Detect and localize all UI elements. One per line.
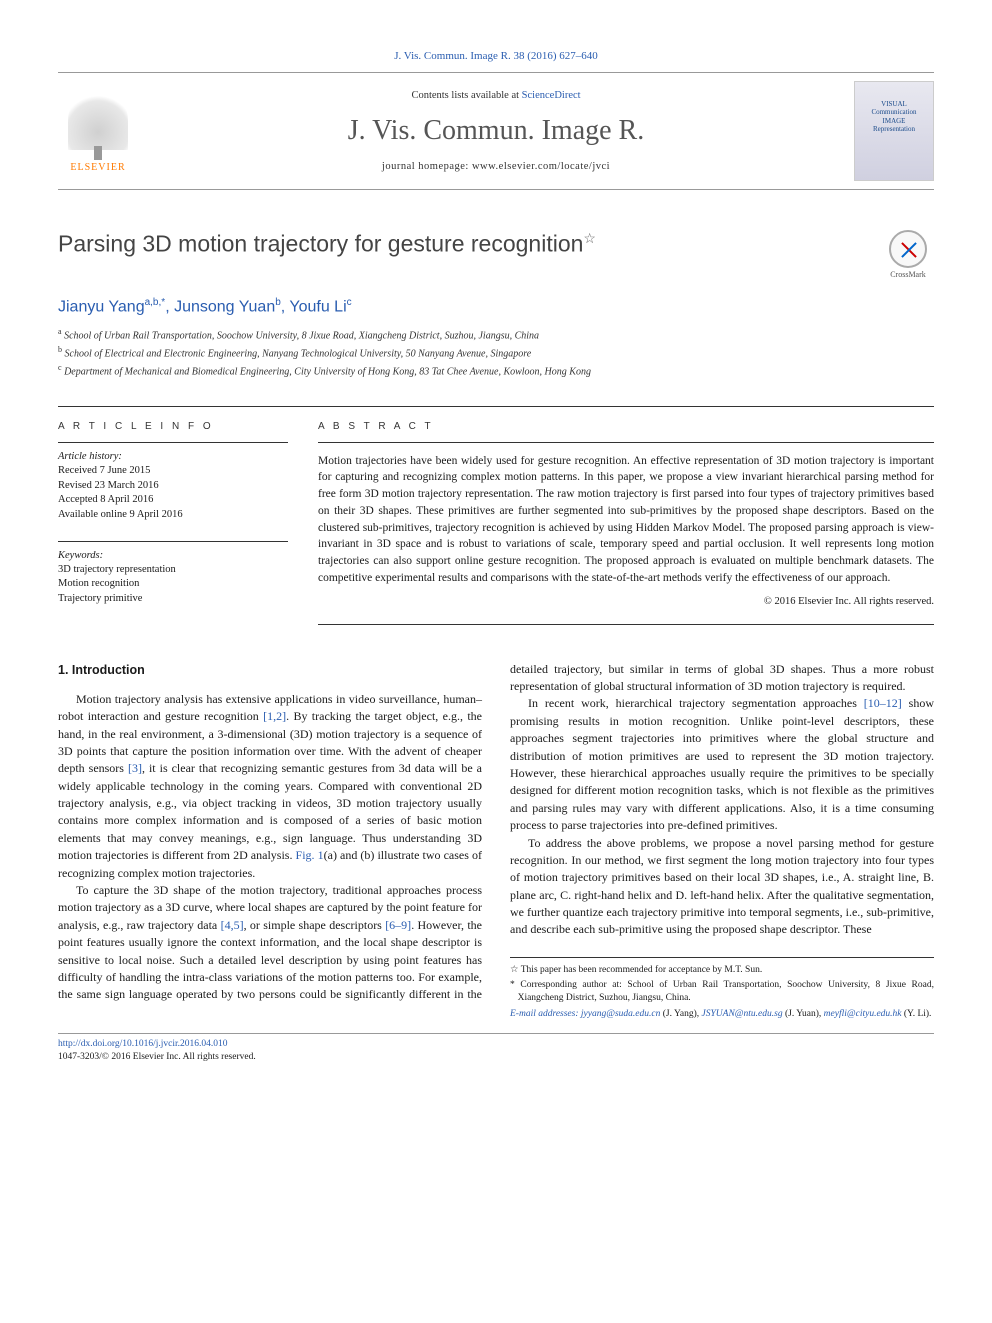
title-footnote-marker: ☆: [583, 230, 596, 246]
crossmark-widget[interactable]: CrossMark: [882, 230, 934, 279]
email-link[interactable]: meyfli@cityu.edu.hk: [824, 1009, 902, 1019]
section-heading: 1. Introduction: [58, 661, 482, 679]
body-paragraph: To address the above problems, we propos…: [510, 835, 934, 939]
affil-text: School of Urban Rail Transportation, Soo…: [64, 331, 539, 342]
footnotes-block: ☆ This paper has been recommended for ac…: [510, 957, 934, 1021]
title-text: Parsing 3D motion trajectory for gesture…: [58, 231, 583, 257]
issn-copyright: 1047-3203/© 2016 Elsevier Inc. All right…: [58, 1052, 256, 1062]
affil-sup: a: [58, 327, 62, 336]
author-name[interactable]: Junsong Yuan: [174, 298, 275, 315]
author-list: Jianyu Yanga,b,*, Junsong Yuanb, Youfu L…: [58, 297, 934, 316]
citation-ref[interactable]: [6–9]: [385, 918, 411, 932]
keyword: Motion recognition: [58, 577, 288, 592]
elsevier-tree-icon: [68, 90, 128, 150]
publisher-logo-block: ELSEVIER: [58, 90, 138, 173]
affil-sup: b: [58, 345, 62, 354]
author-name[interactable]: Jianyu Yang: [58, 298, 145, 315]
history-label: Article history:: [58, 451, 288, 462]
keyword: Trajectory primitive: [58, 592, 288, 607]
affiliation-line: c Department of Mechanical and Biomedica…: [58, 362, 934, 380]
citation-ref[interactable]: [4,5]: [221, 918, 244, 932]
citation-ref[interactable]: [1,2]: [263, 709, 286, 723]
footnote-emails: E-mail addresses: jyyang@suda.edu.cn (J.…: [510, 1008, 934, 1021]
body-text: show promising results in motion recogni…: [510, 696, 934, 832]
doi-link[interactable]: http://dx.doi.org/10.1016/j.jvcir.2016.0…: [58, 1039, 228, 1049]
author-affil-sup: b: [275, 297, 281, 308]
email-link[interactable]: JSYUAN@ntu.edu.sg: [702, 1009, 783, 1019]
citation-ref[interactable]: [3]: [128, 761, 142, 775]
page-footer: http://dx.doi.org/10.1016/j.jvcir.2016.0…: [58, 1033, 934, 1064]
email-attribution: (J. Yang): [663, 1009, 697, 1019]
article-info-column: A R T I C L E I N F O Article history: R…: [58, 421, 288, 625]
email-link[interactable]: jyyang@suda.edu.cn: [581, 1009, 660, 1019]
crossmark-icon: [889, 230, 927, 268]
article-info-heading: A R T I C L E I N F O: [58, 421, 288, 432]
article-title: Parsing 3D motion trajectory for gesture…: [58, 230, 596, 258]
article-history-block: Article history: Received 7 June 2015 Re…: [58, 442, 288, 523]
body-paragraph: Motion trajectory analysis has extensive…: [58, 691, 482, 882]
sciencedirect-link[interactable]: ScienceDirect: [522, 90, 581, 101]
history-line: Available online 9 April 2016: [58, 508, 288, 523]
citation-ref[interactable]: [10–12]: [864, 696, 902, 710]
publisher-label: ELSEVIER: [70, 162, 125, 173]
footnote-text: This paper has been recommended for acce…: [521, 965, 762, 975]
info-abstract-row: A R T I C L E I N F O Article history: R…: [58, 406, 934, 625]
history-line: Revised 23 March 2016: [58, 479, 288, 494]
footnote-recommendation: ☆ This paper has been recommended for ac…: [510, 964, 934, 977]
body-two-column: 1. Introduction Motion trajectory analys…: [58, 661, 934, 1021]
history-line: Accepted 8 April 2016: [58, 493, 288, 508]
affiliation-line: a School of Urban Rail Transportation, S…: [58, 326, 934, 344]
author-name[interactable]: Youfu Li: [289, 298, 346, 315]
running-citation: J. Vis. Commun. Image R. 38 (2016) 627–6…: [58, 50, 934, 62]
author-affil-sup: a,b,: [145, 297, 162, 308]
affil-sup: c: [58, 363, 62, 372]
email-attribution: (Y. Li): [904, 1009, 929, 1019]
email-attribution: (J. Yuan): [785, 1009, 819, 1019]
footnote-corresponding: * Corresponding author at: School of Urb…: [510, 979, 934, 1006]
abstract-column: A B S T R A C T Motion trajectories have…: [318, 421, 934, 625]
abstract-copyright: © 2016 Elsevier Inc. All rights reserved…: [318, 596, 934, 607]
journal-name: J. Vis. Commun. Image R.: [138, 115, 854, 147]
homepage-line: journal homepage: www.elsevier.com/locat…: [138, 161, 854, 172]
keywords-block: Keywords: 3D trajectory representation M…: [58, 541, 288, 607]
corresponding-marker: *: [161, 297, 165, 308]
homepage-url: www.elsevier.com/locate/jvci: [472, 161, 610, 172]
cover-text: VISUAL Communication IMAGE Representatio…: [863, 100, 925, 134]
abstract-heading: A B S T R A C T: [318, 421, 934, 432]
body-text: To address the above problems, we propos…: [510, 836, 934, 937]
crossmark-label: CrossMark: [890, 270, 926, 279]
body-paragraph: In recent work, hierarchical trajectory …: [510, 695, 934, 834]
affiliation-line: b School of Electrical and Electronic En…: [58, 344, 934, 362]
keywords-label: Keywords:: [58, 550, 288, 561]
footnote-text: Corresponding author at: School of Urban…: [518, 980, 934, 1003]
abstract-text: Motion trajectories have been widely use…: [318, 442, 934, 586]
page-container: J. Vis. Commun. Image R. 38 (2016) 627–6…: [0, 0, 992, 1104]
masthead-center: Contents lists available at ScienceDirec…: [138, 90, 854, 172]
star-marker: ☆: [510, 965, 519, 975]
homepage-prefix: journal homepage:: [382, 161, 472, 172]
body-text: , or simple shape descriptors: [244, 918, 386, 932]
title-row: Parsing 3D motion trajectory for gesture…: [58, 230, 934, 279]
figure-ref[interactable]: Fig. 1: [296, 848, 324, 862]
body-text: In recent work, hierarchical trajectory …: [528, 696, 864, 710]
keyword: 3D trajectory representation: [58, 563, 288, 578]
contents-prefix: Contents lists available at: [411, 90, 521, 101]
author-affil-sup: c: [347, 297, 352, 308]
affil-text: School of Electrical and Electronic Engi…: [65, 348, 532, 359]
journal-cover-thumb: VISUAL Communication IMAGE Representatio…: [854, 81, 934, 181]
journal-masthead: ELSEVIER Contents lists available at Sci…: [58, 72, 934, 190]
email-label: E-mail addresses:: [510, 1009, 579, 1019]
contents-line: Contents lists available at ScienceDirec…: [138, 90, 854, 101]
affil-text: Department of Mechanical and Biomedical …: [64, 366, 591, 377]
history-line: Received 7 June 2015: [58, 464, 288, 479]
affiliation-list: a School of Urban Rail Transportation, S…: [58, 326, 934, 379]
